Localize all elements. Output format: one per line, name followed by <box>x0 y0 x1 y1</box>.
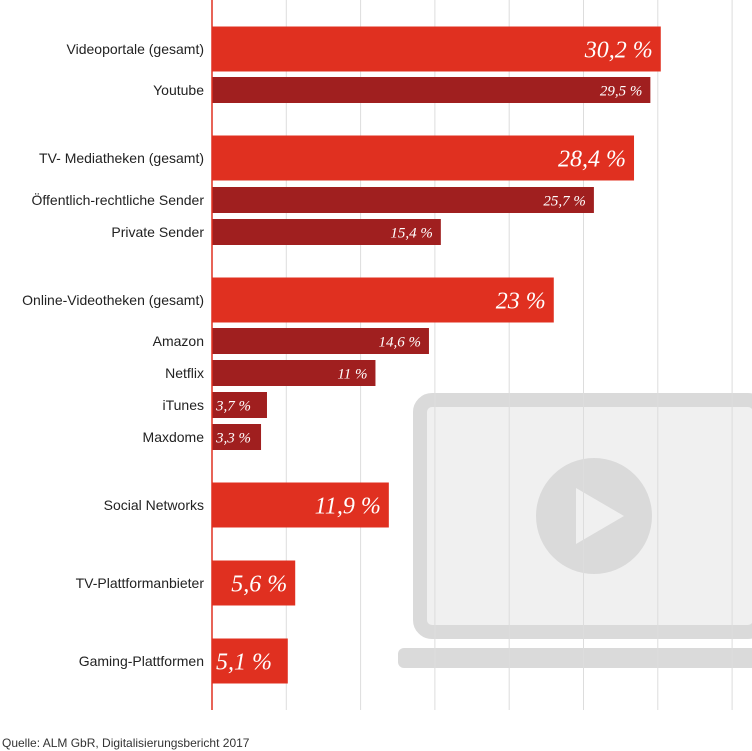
bar <box>212 392 267 418</box>
category-label: Amazon <box>153 333 204 349</box>
bar <box>212 187 594 213</box>
value-label: 5,1 % <box>216 649 272 675</box>
value-label: 11,9 % <box>315 493 381 519</box>
value-label: 11 % <box>337 366 367 382</box>
video-player-icon <box>398 393 752 668</box>
category-label: Youtube <box>153 82 204 98</box>
value-label: 3,3 % <box>215 430 251 446</box>
category-labels: Videoportale (gesamt) Youtube TV- Mediathe… <box>22 41 204 669</box>
bar <box>212 135 635 181</box>
category-label: Social Networks <box>104 497 204 513</box>
category-label: Online-Videotheken (gesamt) <box>22 292 204 308</box>
value-label: 28,4 % <box>558 146 626 172</box>
category-label: TV-Plattformanbieter <box>76 575 205 591</box>
category-label: Öffentlich-rechtliche Sender <box>32 191 205 208</box>
value-label: 15,4 % <box>390 225 433 241</box>
category-label: TV- Mediatheken (gesamt) <box>39 150 204 166</box>
category-label: iTunes <box>162 397 204 413</box>
category-label: Maxdome <box>143 429 205 445</box>
category-label: Videoportale (gesamt) <box>67 41 204 57</box>
bar <box>212 424 262 450</box>
value-label: 23 % <box>496 288 546 314</box>
value-label: 30,2 % <box>584 37 653 63</box>
bar <box>212 638 288 684</box>
value-label: 25,7 % <box>543 193 586 209</box>
category-label: Netflix <box>165 365 204 381</box>
bars <box>212 26 661 684</box>
bar <box>212 77 651 103</box>
bar <box>212 360 376 386</box>
bar-chart: Videoportale (gesamt) Youtube TV- Mediathe… <box>22 0 752 710</box>
value-label: 3,7 % <box>215 398 251 414</box>
value-label: 5,6 % <box>231 571 287 597</box>
value-label: 14,6 % <box>378 334 421 350</box>
category-label: Private Sender <box>111 224 204 240</box>
bar <box>212 219 441 245</box>
bar <box>212 482 389 528</box>
category-label: Gaming-Plattformen <box>79 653 204 669</box>
source-note: Quelle: ALM GbR, Digitalisierungsbericht… <box>2 736 250 750</box>
value-label: 29,5 % <box>600 83 643 99</box>
bar <box>212 277 554 323</box>
bar <box>212 328 429 354</box>
bar <box>212 26 661 72</box>
bar <box>212 560 296 606</box>
value-labels: 30,2 % 29,5 % 28,4 % 25,7 % 15,4 % 23 % 14,6 %… <box>215 37 653 675</box>
